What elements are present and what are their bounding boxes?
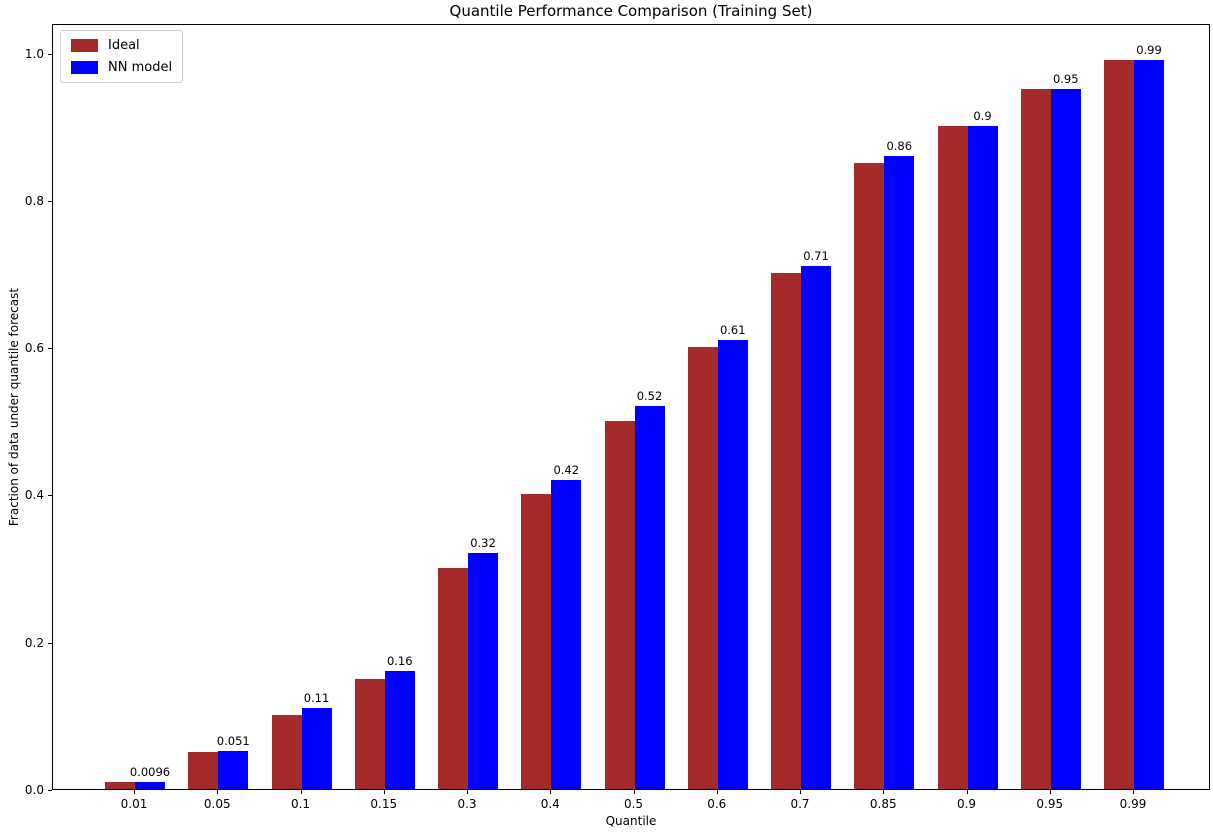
x-tick-mark (716, 790, 718, 794)
bar-ideal (521, 494, 552, 789)
y-tick-mark (48, 495, 52, 497)
x-tick-mark (383, 790, 385, 794)
bar-ideal (188, 752, 219, 789)
bar-ideal (271, 715, 302, 789)
y-axis-label: Fraction of data under quantile forecast (7, 287, 21, 527)
legend-label: NN model (108, 60, 173, 75)
bar-ideal (937, 126, 968, 789)
y-tick-mark (48, 790, 52, 791)
legend-swatch-nn-model (71, 61, 98, 74)
chart-title: Quantile Performance Comparison (Trainin… (449, 2, 813, 20)
x-tick-mark (1049, 790, 1051, 794)
bar-ideal (854, 162, 885, 789)
plot-area: Ideal NN model 0.0096 0.051 0.11 0.16 0.32 0.4… (52, 24, 1210, 790)
x-tick-label: 0.7 (790, 797, 810, 811)
bar-nn-model (135, 781, 165, 789)
bar-ideal (1104, 59, 1134, 789)
bar-ideal (687, 347, 718, 789)
bar-value-label: 0.9 (973, 109, 992, 124)
bar-ideal (604, 420, 635, 789)
legend-label: Ideal (108, 38, 140, 53)
bar-nn-model (801, 266, 831, 789)
x-tick-label: 0.4 (540, 797, 560, 811)
x-tick-label: 0.1 (290, 797, 311, 811)
legend-item-ideal: Ideal (71, 38, 172, 53)
x-tick-mark (467, 790, 468, 794)
x-tick-mark (800, 790, 801, 794)
bar-nn-model (468, 553, 498, 789)
x-tick-mark (550, 790, 552, 794)
bar-value-label: 0.71 (803, 249, 829, 264)
bar-nn-model (634, 406, 665, 789)
legend-item-nn-model: NN model (71, 60, 172, 75)
x-tick-label: 0.6 (707, 797, 727, 811)
y-tick-label: 0.2 (24, 635, 44, 650)
bar-ideal (438, 568, 468, 789)
bar-nn-model (551, 479, 582, 789)
y-tick-label: 0.0 (24, 783, 44, 797)
bar-value-label: 0.16 (386, 654, 413, 669)
x-tick-label: 0.85 (869, 797, 897, 811)
x-tick-mark (966, 790, 968, 794)
bar-nn-model (1134, 59, 1164, 789)
bar-value-label: 0.11 (303, 691, 330, 705)
x-tick-mark (883, 790, 885, 794)
bar-nn-model (1050, 89, 1081, 789)
bar-value-label: 0.61 (719, 322, 746, 337)
x-axis-label: Quantile (605, 814, 657, 828)
bar-nn-model (218, 751, 249, 789)
y-tick-mark (48, 53, 52, 55)
bar-value-label: 0.42 (553, 462, 580, 477)
bar-ideal (771, 273, 801, 789)
x-tick-label: 0.9 (956, 797, 977, 811)
bar-value-label: 0.52 (636, 389, 663, 403)
legend: Ideal NN model (60, 30, 184, 83)
x-tick-label: 0.15 (370, 797, 398, 811)
x-tick-label: 0.01 (120, 797, 148, 811)
x-tick-label: 0.05 (203, 797, 231, 811)
x-tick-label: 0.5 (623, 797, 644, 811)
x-tick-mark (300, 790, 302, 794)
bar-nn-model (301, 708, 332, 789)
bar-ideal (354, 678, 385, 789)
y-tick-mark (48, 200, 52, 202)
bar-value-label: 0.051 (216, 734, 250, 749)
bar-ideal (105, 781, 135, 789)
x-tick-label: 0.95 (1036, 797, 1064, 811)
y-tick-label: 0.8 (24, 193, 44, 208)
x-tick-label: 0.3 (457, 797, 477, 811)
bar-nn-model (384, 671, 415, 789)
bar-nn-model (884, 155, 915, 789)
bar-ideal (1020, 89, 1051, 789)
bar-nn-model (717, 339, 748, 789)
y-tick-label: 0.6 (24, 341, 44, 356)
bar-value-label: 0.95 (1052, 72, 1079, 87)
legend-swatch-ideal (71, 39, 98, 52)
bar-value-label: 0.32 (470, 536, 496, 551)
x-tick-mark (633, 790, 635, 794)
bar-nn-model (967, 126, 998, 789)
x-tick-mark (217, 790, 219, 794)
y-tick-mark (48, 348, 52, 350)
bar-value-label: 0.86 (886, 138, 913, 153)
bar-value-label: 0.99 (1136, 42, 1162, 57)
y-tick-mark (48, 642, 52, 644)
x-tick-mark (1133, 790, 1134, 794)
x-tick-label: 0.99 (1119, 797, 1147, 811)
y-tick-label: 0.4 (24, 488, 44, 503)
bar-value-label: 0.0096 (129, 764, 171, 779)
y-tick-label: 1.0 (24, 46, 44, 61)
x-tick-mark (134, 790, 135, 794)
